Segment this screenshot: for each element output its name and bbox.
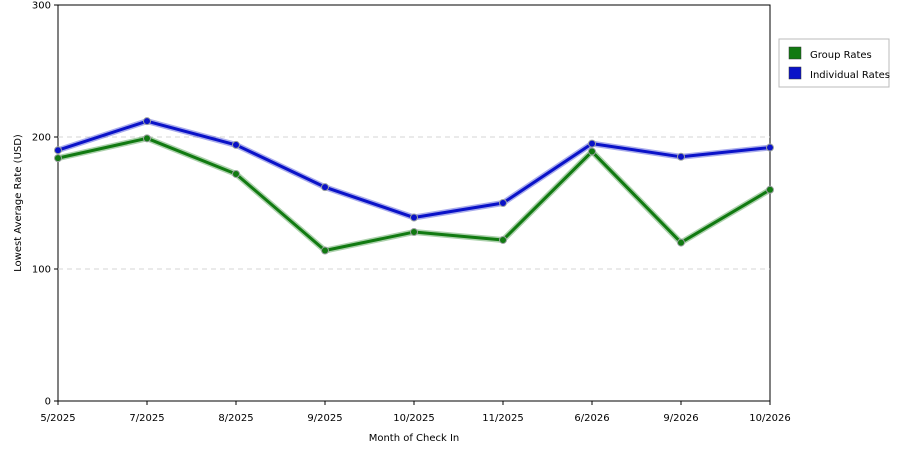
data-point-group-rates	[321, 246, 329, 255]
data-point-group-rates	[232, 169, 240, 178]
legend-label-group-rates: Group Rates	[810, 50, 872, 61]
data-point-group-rates	[54, 154, 62, 163]
y-tick-label: 0	[45, 397, 51, 408]
data-point-individual-rates	[54, 146, 62, 155]
data-point-individual-rates	[143, 117, 151, 126]
y-tick-label: 200	[32, 133, 51, 144]
data-point-individual-rates	[499, 199, 507, 207]
data-point-group-rates	[410, 228, 418, 237]
x-tick-label: 9/2025	[307, 413, 342, 424]
data-point-group-rates	[588, 147, 596, 156]
data-point-individual-rates	[677, 152, 685, 161]
x-tick-label: 10/2026	[749, 413, 791, 424]
x-axis-title: Month of Check In	[369, 433, 460, 444]
data-point-group-rates	[143, 134, 151, 143]
y-tick-label: 100	[32, 265, 51, 276]
x-tick-label: 10/2025	[393, 413, 435, 424]
legend: Group Rates Individual Rates	[778, 38, 890, 88]
legend-label-individual-rates: Individual Rates	[810, 70, 890, 81]
data-point-group-rates	[677, 238, 685, 247]
y-tick-label: 300	[32, 1, 51, 12]
series-layer	[54, 117, 774, 255]
x-tick-label: 6/2026	[574, 413, 609, 424]
x-tick-label: 11/2025	[482, 413, 524, 424]
x-tick-label: 7/2025	[129, 413, 164, 424]
y-axis: 0 100 200 300	[32, 1, 58, 408]
x-tick-label: 9/2026	[663, 413, 698, 424]
gridlines	[58, 136, 770, 270]
plot-area	[57, 4, 771, 402]
data-point-individual-rates	[232, 140, 240, 149]
data-point-individual-rates	[321, 183, 329, 192]
data-point-individual-rates	[588, 139, 596, 148]
x-axis: 5/2025 7/2025 8/2025 9/2025 10/2025 11/2025 6/…	[40, 401, 791, 424]
legend-swatch-individual-rates	[788, 66, 802, 80]
data-point-individual-rates	[410, 213, 418, 222]
y-axis-title: Lowest Average Rate (USD)	[13, 134, 24, 272]
data-point-group-rates	[766, 185, 774, 194]
data-point-individual-rates	[766, 143, 774, 152]
x-tick-label: 8/2025	[218, 413, 253, 424]
legend-swatch-group-rates	[788, 46, 802, 60]
x-tick-label: 5/2025	[40, 413, 75, 424]
data-point-group-rates	[499, 235, 507, 244]
